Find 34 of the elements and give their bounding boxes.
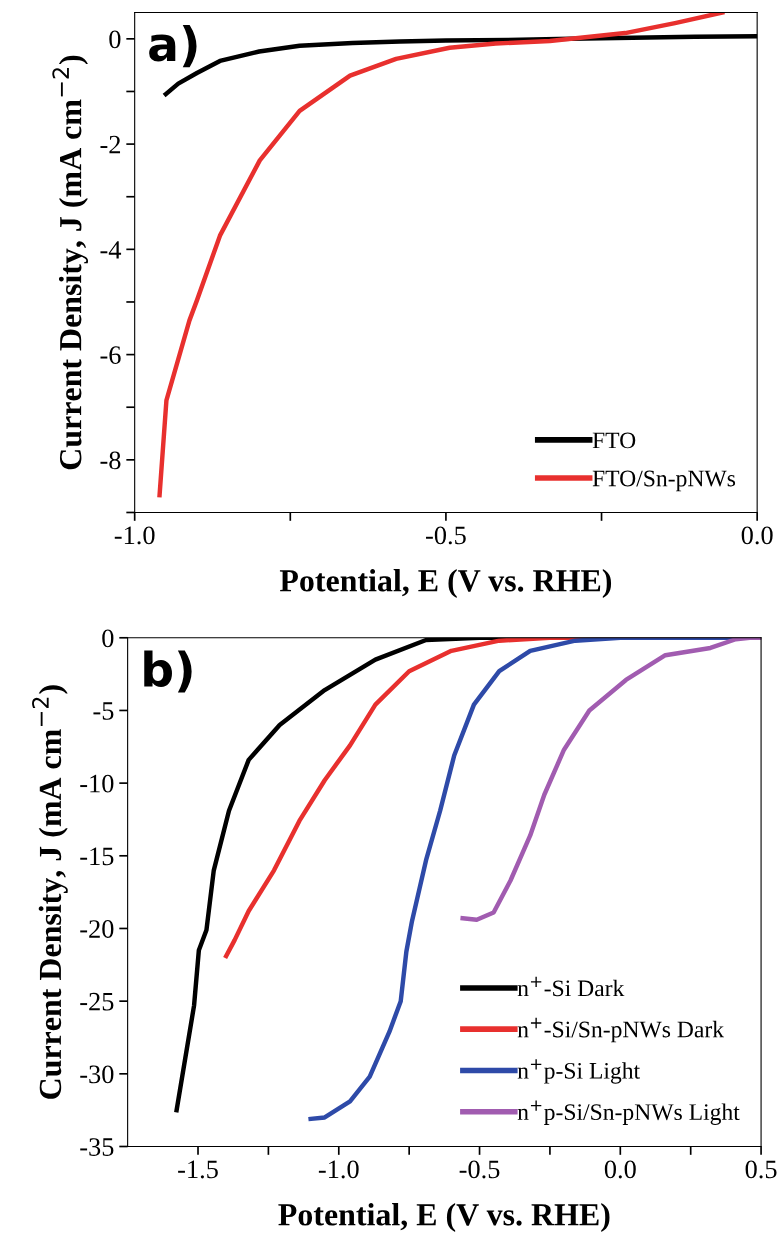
y-tick-label: -25 <box>80 992 114 1011</box>
y-tick-label: -30 <box>80 1065 114 1084</box>
legend-label: n$^{+}$p-Si/Sn-pNWs Light <box>517 1100 740 1125</box>
x-tick-label: -1.5 <box>178 1160 218 1179</box>
y-tick-label: 0 <box>102 629 114 648</box>
y-tick-label: -10 <box>80 774 114 793</box>
x-tick-label: -0.5 <box>426 526 466 545</box>
y-tick-label: -5 <box>93 702 114 720</box>
y-tick-label: 0 <box>109 30 121 49</box>
y-tick-label: -6 <box>100 346 121 365</box>
y-axis-title: Current Density, J (mA cm$^{−2}$) <box>52 55 89 470</box>
y-tick-label: -4 <box>100 241 122 259</box>
y-tick-label: -15 <box>80 847 114 866</box>
x-tick-label: 0.0 <box>604 1160 636 1179</box>
y-tick-label: -35 <box>80 1138 114 1156</box>
x-tick-label: 0.5 <box>745 1160 777 1179</box>
legend-label: FTO/Sn-pNWs <box>592 470 736 492</box>
x-tick-label: 0.0 <box>741 526 773 545</box>
y-tick-label: -20 <box>80 920 114 938</box>
legend-label: n$^{+}$-Si Dark <box>517 976 625 997</box>
x-tick-label: -1.0 <box>114 526 155 545</box>
y-tick-label: -8 <box>100 451 121 470</box>
x-tick-label: -1.0 <box>318 1160 359 1179</box>
x-tick-label: -0.5 <box>459 1160 500 1179</box>
annotation: b) <box>144 650 192 693</box>
x-axis-title: Potential, E (V vs. RHE) <box>278 1203 610 1233</box>
y-axis-title: Current Density, J (mA cm$^{−2}$) <box>32 685 68 1099</box>
annotation: a) <box>149 25 197 68</box>
legend-label: n$^{+}$-Si/Sn-pNWs Dark <box>517 1017 725 1043</box>
x-axis-title: Potential, E (V vs. RHE) <box>279 569 612 599</box>
line-series <box>460 637 762 922</box>
y-tick-label: -2 <box>100 135 121 154</box>
legend-label: n$^{+}$p-Si Light <box>517 1059 640 1084</box>
legend-label: FTO <box>592 432 636 449</box>
